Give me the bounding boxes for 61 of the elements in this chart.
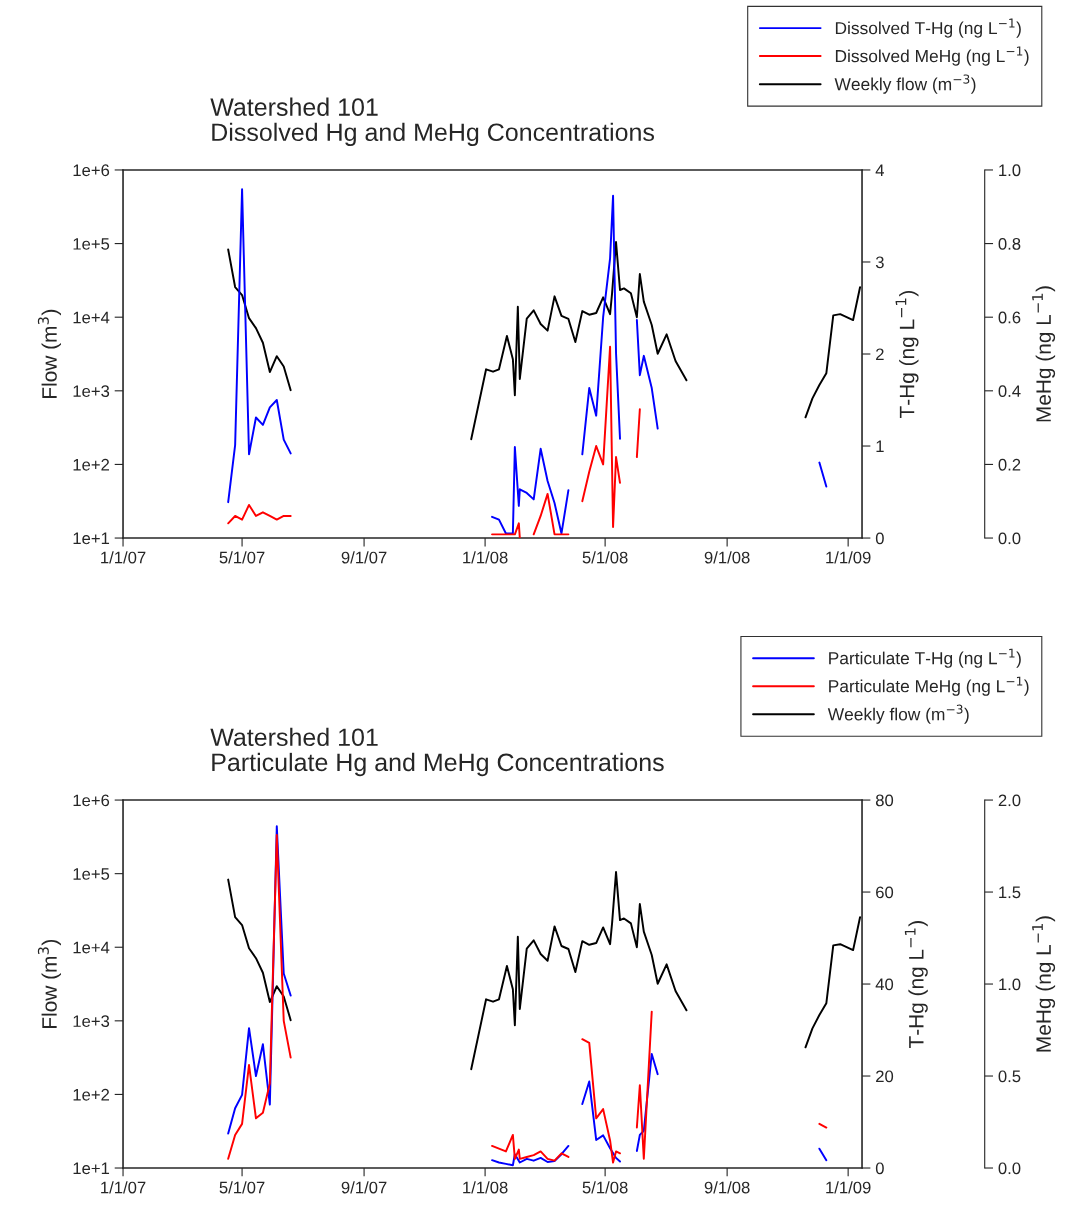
y3-tick-label: 0.5 [998,1070,1021,1083]
y2-axis-title: T-Hg (ng L$^{−1}$) [895,291,919,419]
x-tick-label: 1/1/08 [463,551,508,564]
x-tick-label: 1/1/09 [826,551,871,564]
chart-title: Watershed 101 Dissolved Hg and MeHg Concentrations [210,97,654,147]
x-tick-label: 1/1/07 [101,551,146,564]
y2-axis-title: T-Hg (ng L$^{−1}$) [904,921,928,1049]
x-tick-label: 1/1/07 [101,1181,146,1194]
y3-tick-label: 0.8 [998,237,1021,250]
y3-tick-label: 1.5 [999,886,1021,899]
y-tick-label: 1e+6 [73,794,110,807]
y3-tick-label: 1.0 [999,978,1021,991]
y-tick-label: 1e+4 [73,311,110,324]
y-tick-label: 1e+2 [73,458,110,471]
y-tick-label: 1e+3 [73,1015,110,1028]
y3-tick-label: 0.4 [998,385,1021,398]
y-axis-title: Flow (m$^{3}$) [37,309,61,398]
x-tick-label: 1/1/08 [463,1181,508,1194]
y2-tick-label: 60 [876,886,894,899]
legend-label: Particulate MeHg (ng L$^{−1}$) [829,676,1029,696]
y2-tick-label: 2 [876,348,884,361]
chart-title: Watershed 101 Particulate Hg and MeHg Concentrations [210,727,664,777]
y2-tick-label: 80 [875,794,894,807]
legend-label: Particulate T-Hg (ng L$^{−1}$) [829,648,1021,668]
x-tick-label: 9/1/08 [704,1181,750,1194]
x-tick-label: 9/1/08 [704,551,750,564]
y2-tick-label: 1 [876,440,884,453]
y2-tick-label: 20 [876,1070,894,1083]
y2-tick-label: 3 [875,256,884,269]
y3-tick-label: 0.6 [998,311,1021,324]
y3-tick-label: 0.0 [998,1162,1021,1175]
y2-tick-label: 4 [875,164,885,176]
y3-tick-label: 0.2 [998,458,1021,471]
x-tick-label: 9/1/07 [341,1181,387,1194]
y-tick-label: 1e+4 [73,941,110,954]
y-tick-label: 1e+3 [73,385,110,398]
y-tick-label: 1e+2 [73,1088,110,1101]
y-tick-label: 1e+5 [73,238,110,250]
x-tick-label: 1/1/09 [826,1181,871,1194]
y3-axis-title: MeHg (ng L$^{−1}$) [1032,286,1056,422]
x-tick-label: 9/1/07 [341,551,387,564]
y3-tick-label: 1.0 [999,164,1021,177]
legend-label: Weekly flow (m$^{−3}$) [827,704,969,724]
y2-tick-label: 0 [875,532,884,545]
y-tick-label: 1e+6 [73,164,110,177]
x-tick-label: 5/1/07 [219,1181,265,1194]
x-tick-label: 5/1/07 [219,551,265,564]
legend-label: Dissolved MeHg (ng L$^{−1}$) [835,46,1029,66]
y3-tick-label: 2.0 [998,794,1021,807]
y2-tick-label: 40 [875,978,894,991]
y-tick-label: 1e+1 [73,532,110,545]
y-axis-title: Flow (m$^{3}$) [37,939,61,1028]
y2-tick-label: 0 [875,1162,884,1175]
y-tick-label: 1e+1 [73,1162,110,1175]
x-tick-label: 5/1/08 [582,1181,628,1194]
y-tick-label: 1e+5 [73,868,110,880]
legend-label: Weekly flow (m$^{−3}$) [834,74,976,94]
y3-axis-title: MeHg (ng L$^{−1}$) [1032,916,1056,1052]
legend-label: Dissolved T-Hg (ng L$^{−1}$) [835,18,1021,38]
y3-tick-label: 0.0 [998,532,1021,545]
x-tick-label: 5/1/08 [582,551,628,564]
